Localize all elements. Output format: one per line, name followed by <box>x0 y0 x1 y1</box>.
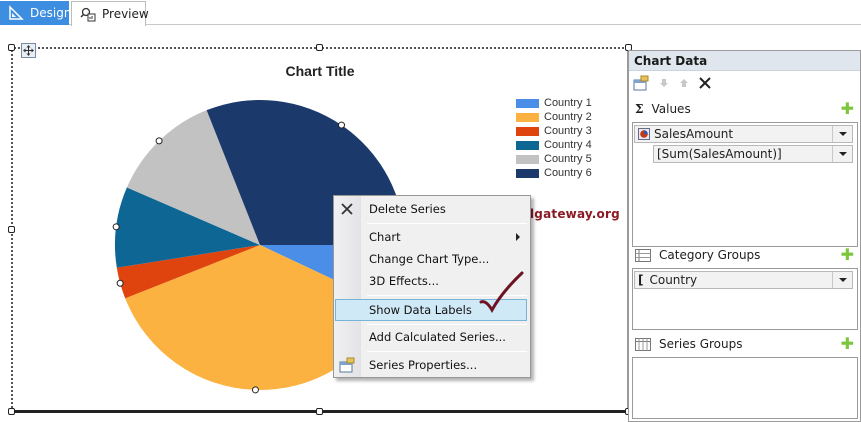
category-groups-header: Category Groups ✚ <box>629 244 860 266</box>
delete-icon[interactable] <box>699 77 711 89</box>
menu-item-label: Chart <box>369 230 401 244</box>
legend-item: Country 2 <box>516 110 592 124</box>
legend-swatch <box>516 112 539 122</box>
preview-magnifier-icon <box>80 7 96 22</box>
dropdown-arrow-icon[interactable] <box>832 146 852 162</box>
slice-selection-handle[interactable] <box>116 279 124 287</box>
add-value-plus-icon[interactable]: ✚ <box>840 99 854 118</box>
menu-item-label: Show Data Labels <box>369 303 472 317</box>
properties-icon <box>338 356 356 374</box>
menu-change-chart-type[interactable]: Change Chart Type... <box>336 248 528 270</box>
pane-toolbar <box>629 71 860 95</box>
series-groups-header: Series Groups ✚ <box>629 333 860 355</box>
legend-label: Country 6 <box>544 167 592 179</box>
legend-swatch <box>516 98 539 108</box>
legend-swatch <box>516 140 539 150</box>
chart-data-pane: Chart Data Σ Values ✚ SalesAmount [Sum(S… <box>628 50 861 422</box>
legend-label: Country 3 <box>544 125 592 137</box>
legend-swatch <box>516 126 539 136</box>
value-field-salesamount[interactable]: SalesAmount <box>634 125 853 143</box>
legend-label: Country 5 <box>544 153 592 165</box>
ruler-triangle-icon <box>9 5 24 20</box>
values-list: SalesAmount [Sum(SalesAmount)] <box>632 122 858 247</box>
menu-item-label: Series Properties... <box>369 358 478 372</box>
move-handle-icon[interactable] <box>21 43 36 58</box>
sigma-icon: Σ <box>635 102 644 116</box>
series-groups-list <box>632 357 858 419</box>
menu-separator <box>367 324 527 325</box>
properties-icon[interactable] <box>633 75 649 91</box>
legend-swatch <box>516 168 539 178</box>
resize-handle-bottom[interactable] <box>316 408 323 415</box>
legend-item: Country 5 <box>516 152 592 166</box>
legend-label: Country 2 <box>544 111 592 123</box>
legend-item: Country 1 <box>516 96 592 110</box>
slice-selection-handle[interactable] <box>251 386 259 394</box>
pane-title: Chart Data <box>629 51 860 71</box>
menu-item-label: 3D Effects... <box>369 274 439 288</box>
submenu-arrow-icon <box>516 233 520 241</box>
pie-slice[interactable] <box>115 187 260 268</box>
category-groups-label: Category Groups <box>659 248 761 262</box>
menu-delete-series[interactable]: Delete Series <box>336 198 528 220</box>
menu-item-label: Change Chart Type... <box>369 252 490 266</box>
legend-item: Country 4 <box>516 138 592 152</box>
menu-chart[interactable]: Chart <box>336 226 528 248</box>
tab-preview[interactable]: Preview <box>71 1 149 26</box>
menu-separator <box>367 295 527 296</box>
legend-swatch <box>516 154 539 164</box>
series-globe-icon <box>638 128 650 140</box>
value-field-name: SalesAmount <box>654 127 734 141</box>
legend-item: Country 3 <box>516 124 592 138</box>
slice-selection-handle[interactable] <box>338 121 346 129</box>
menu-item-label: Delete Series <box>369 202 446 216</box>
series-groups-label: Series Groups <box>659 337 743 351</box>
add-category-plus-icon[interactable]: ✚ <box>840 245 854 264</box>
menu-add-calculated-series[interactable]: Add Calculated Series... <box>336 326 528 348</box>
resize-handle-left[interactable] <box>8 226 15 233</box>
resize-handle-bottom-left[interactable] <box>8 408 15 415</box>
series-columns-icon <box>635 337 651 351</box>
values-section-header: Σ Values ✚ <box>629 98 860 120</box>
slice-selection-handle[interactable] <box>155 137 163 145</box>
pie-slice[interactable] <box>116 245 260 299</box>
value-expression-field[interactable]: [Sum(SalesAmount)] <box>653 145 853 163</box>
legend-label: Country 1 <box>544 97 592 109</box>
series-context-menu: Delete Series Chart Change Chart Type...… <box>333 195 531 378</box>
group-bracket-icon: [ <box>638 273 644 287</box>
tab-design-label: Design <box>30 6 72 20</box>
values-label: Values <box>651 102 691 116</box>
menu-item-label: Add Calculated Series... <box>369 330 506 344</box>
add-series-group-plus-icon[interactable]: ✚ <box>840 334 854 353</box>
slice-selection-handle[interactable] <box>112 223 120 231</box>
chart-title[interactable]: Chart Title <box>285 63 355 79</box>
category-field-name: Country <box>649 273 698 287</box>
move-down-icon[interactable] <box>659 78 669 88</box>
move-up-icon[interactable] <box>679 78 689 88</box>
menu-show-data-labels[interactable]: Show Data Labels <box>335 299 527 321</box>
close-x-icon <box>338 200 356 218</box>
checkmark-annotation-icon <box>479 271 524 313</box>
pie-slice[interactable] <box>125 245 392 390</box>
menu-separator <box>367 351 527 352</box>
tab-preview-label: Preview <box>102 7 149 21</box>
menu-separator <box>367 223 527 224</box>
menu-icon-gutter <box>334 196 361 377</box>
dropdown-arrow-icon[interactable] <box>832 126 852 142</box>
category-list-icon <box>635 248 651 262</box>
chart-legend[interactable]: Country 1 Country 2 Country 3 Country 4 … <box>516 96 592 180</box>
value-expression: [Sum(SalesAmount)] <box>657 147 782 161</box>
legend-label: Country 4 <box>544 139 592 151</box>
category-groups-list: [ Country <box>632 268 858 330</box>
legend-item: Country 6 <box>516 166 592 180</box>
resize-handle-top-left[interactable] <box>8 44 15 51</box>
menu-series-properties[interactable]: Series Properties... <box>336 354 528 376</box>
tab-design[interactable]: Design <box>0 1 72 25</box>
menu-3d-effects[interactable]: 3D Effects... <box>336 270 528 292</box>
view-tabs: Design Preview <box>0 0 861 26</box>
category-field-country[interactable]: [ Country <box>634 271 853 289</box>
resize-handle-top[interactable] <box>316 44 323 51</box>
dropdown-arrow-icon[interactable] <box>832 272 852 288</box>
